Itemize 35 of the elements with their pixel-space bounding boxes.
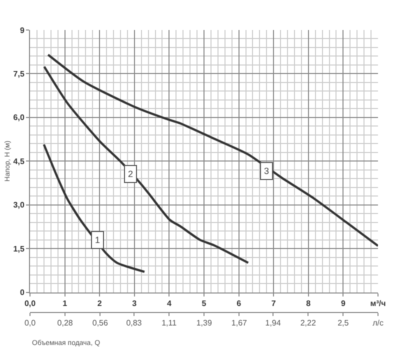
y-tick-label: 4,5	[13, 156, 25, 166]
x-tick-label: 9	[340, 298, 346, 308]
y-tick-label: 6,0	[13, 113, 25, 122]
x-tick-label: 2	[97, 298, 102, 308]
x2-tick-label: 1,11	[162, 318, 178, 328]
x-tick-label: 5	[202, 298, 207, 308]
x2-tick-label: 1,39	[196, 318, 212, 328]
y-tick-label: 9	[20, 26, 25, 35]
x-tick-label: 0,0	[24, 298, 36, 308]
line-series	[43, 66, 250, 264]
x-tick-label: 8	[306, 298, 312, 308]
x2-tick-label: 1,94	[265, 318, 282, 328]
y-tick-label: 1,5	[13, 244, 25, 254]
y-tick-label: 3,0	[13, 200, 25, 210]
annotation: 2	[128, 169, 134, 179]
y-tick-label: 0	[20, 288, 25, 298]
x2-tick-label: 0,83	[126, 318, 142, 328]
x-tick-label: 1	[62, 298, 68, 308]
annotation: 3	[264, 166, 270, 176]
x2-tick-label: 2,22	[300, 318, 316, 328]
x2-tick-label: 0,28	[57, 318, 74, 328]
x2-tick-label: 0,56	[92, 318, 108, 328]
x2-tick-label: 0,0	[24, 318, 36, 328]
x-tick-label: 7	[271, 298, 276, 308]
x-tick-label: 3	[132, 298, 138, 308]
x2-tick-label: 2,5	[338, 318, 350, 328]
y-tick-label: 7,5	[13, 70, 25, 79]
x2-tick-label: л/с	[372, 318, 384, 328]
line-series	[42, 143, 146, 273]
x2-tick-label: 1,67	[231, 318, 248, 328]
x-tick-label: 4	[166, 298, 172, 308]
annotation: 1	[95, 235, 100, 245]
x-tick-label: 6	[236, 298, 242, 308]
line-series	[47, 54, 378, 248]
x-tick-label: м³/ч	[370, 298, 386, 308]
